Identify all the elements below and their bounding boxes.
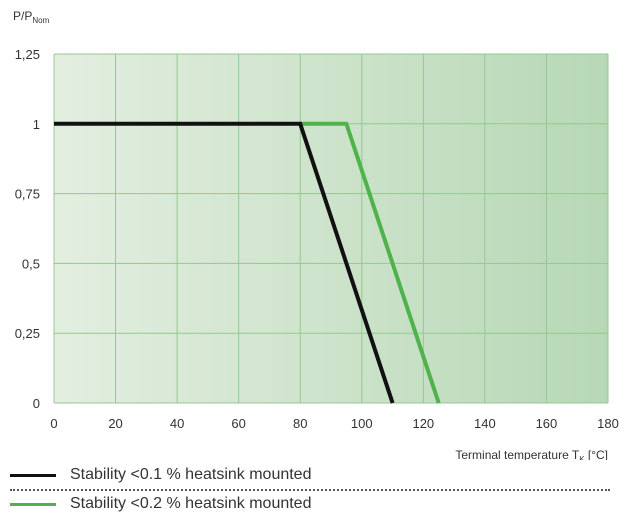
x-axis-title-main: Terminal temperature T	[455, 448, 579, 460]
legend-item-1: Stability <0.2 % heatsink mounted	[10, 491, 610, 517]
x-tick-label-8: 160	[536, 416, 558, 431]
legend-label-0: Stability <0.1 % heatsink mounted	[70, 466, 312, 483]
x-axis-title-sub: K	[579, 455, 585, 460]
x-tick-label-0: 0	[50, 416, 57, 431]
y-axis-title: P/PNom	[13, 9, 50, 25]
x-tick-label-7: 140	[474, 416, 496, 431]
x-tick-label-5: 100	[351, 416, 373, 431]
legend-divider	[10, 489, 610, 491]
series-lines	[54, 121, 441, 404]
x-tick-label-1: 20	[108, 416, 122, 431]
plot-area	[54, 54, 608, 403]
y-tick-label-3: 0,75	[15, 187, 40, 202]
x-tick-label-2: 40	[170, 416, 184, 431]
x-axis-title: Terminal temperature TK [°C]	[455, 448, 608, 460]
legend: Stability <0.1 % heatsink mounted Stabil…	[10, 462, 610, 517]
x-tick-label-3: 60	[231, 416, 245, 431]
derating-chart: P/PNom 0 20 40 60 80 100 120 140 160 18000,250,50…	[13, 9, 619, 460]
legend-label-1: Stability <0.2 % heatsink mounted	[70, 495, 312, 512]
x-tick-label-9: 180	[597, 416, 619, 431]
y-tick-label-5: 1,25	[15, 47, 40, 62]
x-tick-label-4: 80	[293, 416, 307, 431]
y-axis-title-main: P/P	[13, 9, 32, 23]
y-tick-label-0: 0	[33, 396, 40, 411]
x-tick-label-6: 120	[412, 416, 434, 431]
y-axis-title-sub: Nom	[32, 16, 49, 25]
series-line-1	[300, 121, 441, 404]
series-line-0	[54, 121, 395, 404]
legend-swatch-1	[10, 502, 56, 506]
grid-lines	[53, 53, 609, 404]
legend-swatch-0	[10, 473, 56, 477]
legend-item-0: Stability <0.1 % heatsink mounted	[10, 462, 610, 488]
y-tick-label-1: 0,25	[15, 326, 40, 341]
y-tick-label-2: 0,5	[22, 256, 40, 271]
tick-labels: 0 20 40 60 80 100 120 140 160 180 0 0,25 0,5 0,75 1 1,2…	[15, 47, 619, 431]
y-tick-label-4: 1	[33, 117, 40, 132]
x-axis-title-unit: [°C]	[585, 448, 608, 460]
